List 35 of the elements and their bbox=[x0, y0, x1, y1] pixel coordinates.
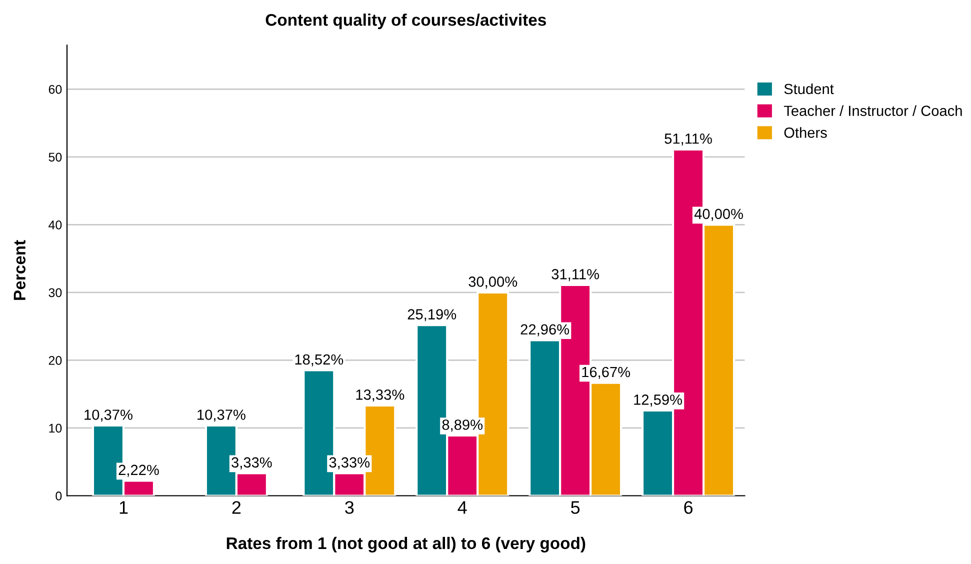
y-tick-label: 40 bbox=[48, 220, 62, 230]
data-label: 25,19% bbox=[408, 309, 456, 322]
x-axis-title: Rates from 1 (not good at all) to 6 (very good) bbox=[226, 536, 586, 552]
data-label: 13,33% bbox=[356, 390, 404, 402]
x-tick-label: 5 bbox=[571, 501, 580, 514]
y-tick-label: 30 bbox=[48, 288, 62, 298]
data-label: 22,96% bbox=[520, 324, 570, 336]
y-tick-label: 60 bbox=[48, 84, 62, 94]
chart-title: Content quality of courses/activites bbox=[266, 14, 546, 30]
legend-label: Teacher / Instructor / Coach bbox=[784, 105, 962, 116]
data-label: 12,59% bbox=[634, 394, 682, 407]
data-label: 51,11% bbox=[664, 134, 712, 146]
x-tick-label: 4 bbox=[458, 501, 467, 514]
legend-label: Student bbox=[784, 83, 834, 94]
data-label: 3,33% bbox=[329, 457, 370, 470]
data-label: 30,00% bbox=[468, 276, 518, 289]
data-label: 40,00% bbox=[694, 208, 743, 221]
x-tick-label: 1 bbox=[120, 501, 128, 514]
data-label: 8,89% bbox=[442, 420, 483, 432]
data-label: 2,22% bbox=[118, 464, 159, 477]
data-label: 10,37% bbox=[84, 410, 132, 422]
x-tick-label: 6 bbox=[684, 501, 693, 514]
y-tick-label: 0 bbox=[56, 492, 62, 500]
data-label: 3,33% bbox=[232, 457, 272, 470]
legend-label: Others bbox=[784, 127, 827, 138]
data-label: 18,52% bbox=[295, 354, 344, 366]
data-label: 31,11% bbox=[552, 269, 599, 282]
data-label: 16,67% bbox=[582, 366, 630, 379]
y-tick-label: 10 bbox=[49, 424, 62, 433]
y-tick-label: 20 bbox=[48, 356, 62, 365]
y-axis-title: Percent bbox=[14, 240, 26, 300]
x-tick-label: 2 bbox=[232, 501, 241, 514]
data-label: 10,37% bbox=[198, 410, 246, 422]
y-tick-label: 50 bbox=[48, 152, 62, 162]
x-tick-label: 3 bbox=[345, 501, 354, 514]
